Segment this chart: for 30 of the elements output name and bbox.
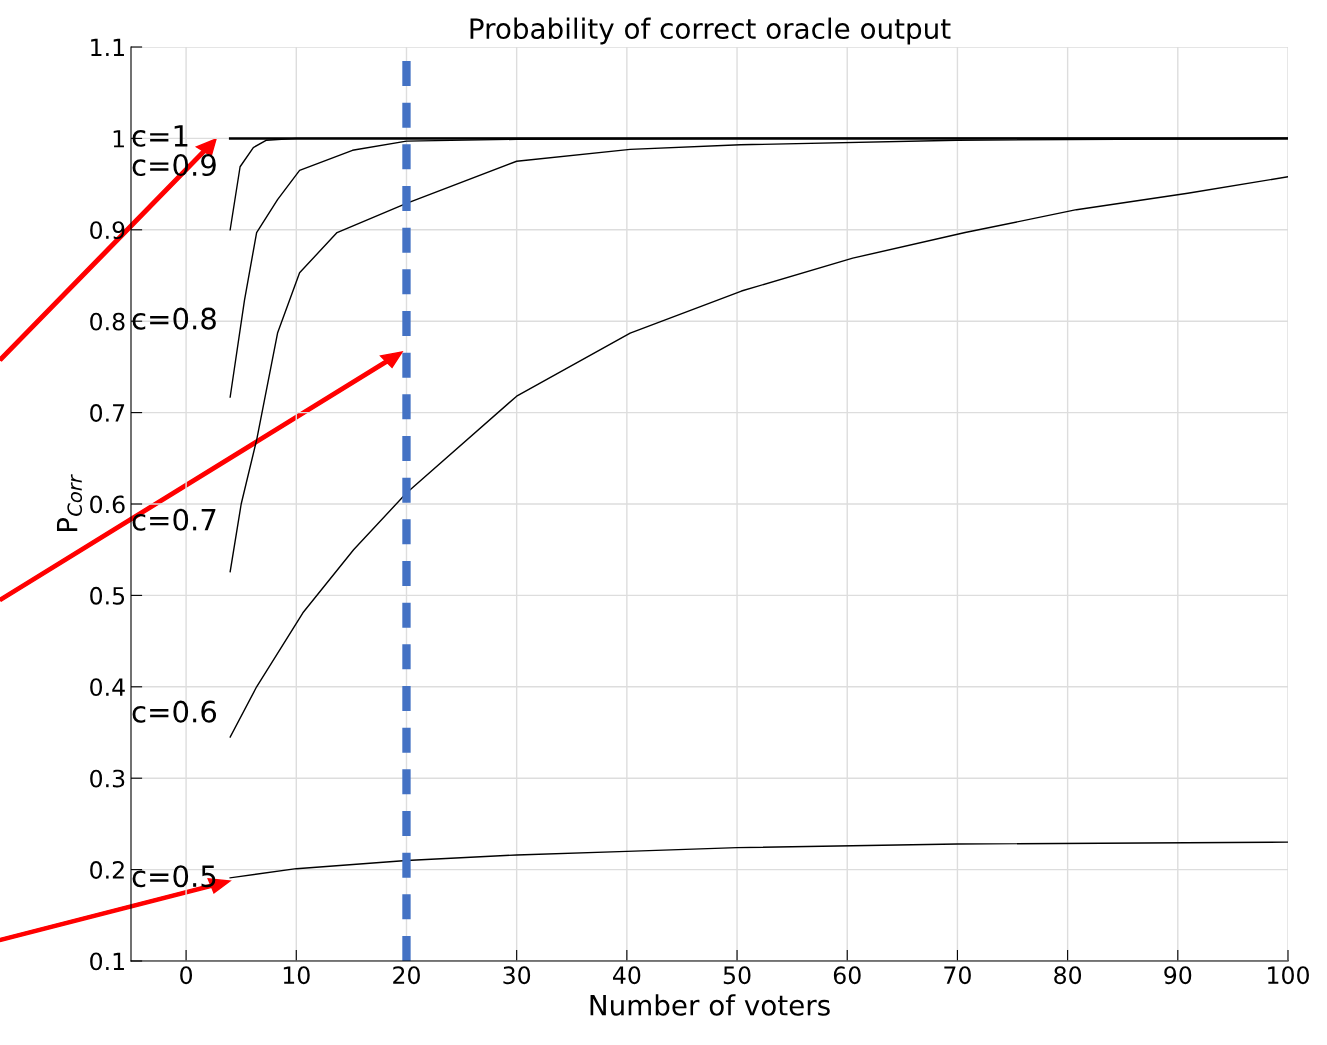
x-tick-label: 60 bbox=[833, 966, 861, 985]
x-axis-title: Number of voters bbox=[590, 994, 830, 1016]
y-axis-title: P$_{Corr}$ bbox=[56, 474, 83, 531]
x-tick-label: 90 bbox=[1164, 966, 1192, 985]
y-tick-label: 0.6 bbox=[90, 495, 125, 514]
x-tick-label: 10 bbox=[283, 966, 310, 985]
chart-title: Probability of correct oracle output bbox=[470, 17, 951, 45]
x-tick-label: 30 bbox=[503, 966, 531, 985]
x-tick-label: 20 bbox=[393, 966, 420, 985]
y-tick-label: 1.1 bbox=[91, 38, 124, 56]
x-tick-label: 100 bbox=[1268, 966, 1309, 985]
y-tick-label: 0.9 bbox=[90, 221, 125, 240]
x-tick-label: 0 bbox=[180, 966, 193, 985]
y-tick-label: 0.1 bbox=[90, 952, 124, 971]
legend-label: c=0.7 bbox=[132, 508, 216, 531]
series-label: c=0.6 bbox=[132, 700, 217, 723]
x-tick-label: 40 bbox=[612, 966, 641, 985]
y-tick-label: 0.4 bbox=[90, 678, 125, 697]
x-tick-label: 70 bbox=[944, 966, 971, 985]
y-tick-label: 0.7 bbox=[90, 404, 125, 422]
legend-label: c=0.5 bbox=[132, 865, 216, 888]
x-tick-label: 80 bbox=[1054, 966, 1082, 985]
x-tick-label: 50 bbox=[723, 966, 751, 985]
legend-label: c=0.8 bbox=[132, 307, 216, 330]
y-tick-label: 0.5 bbox=[90, 586, 125, 605]
legend-label: c=1 bbox=[132, 125, 188, 147]
y-tick-label: 0.2 bbox=[90, 861, 124, 879]
y-tick-label: 0.8 bbox=[90, 312, 125, 331]
y-tick-label: 1 bbox=[113, 130, 124, 148]
y-tick-label: 0.3 bbox=[90, 769, 125, 788]
